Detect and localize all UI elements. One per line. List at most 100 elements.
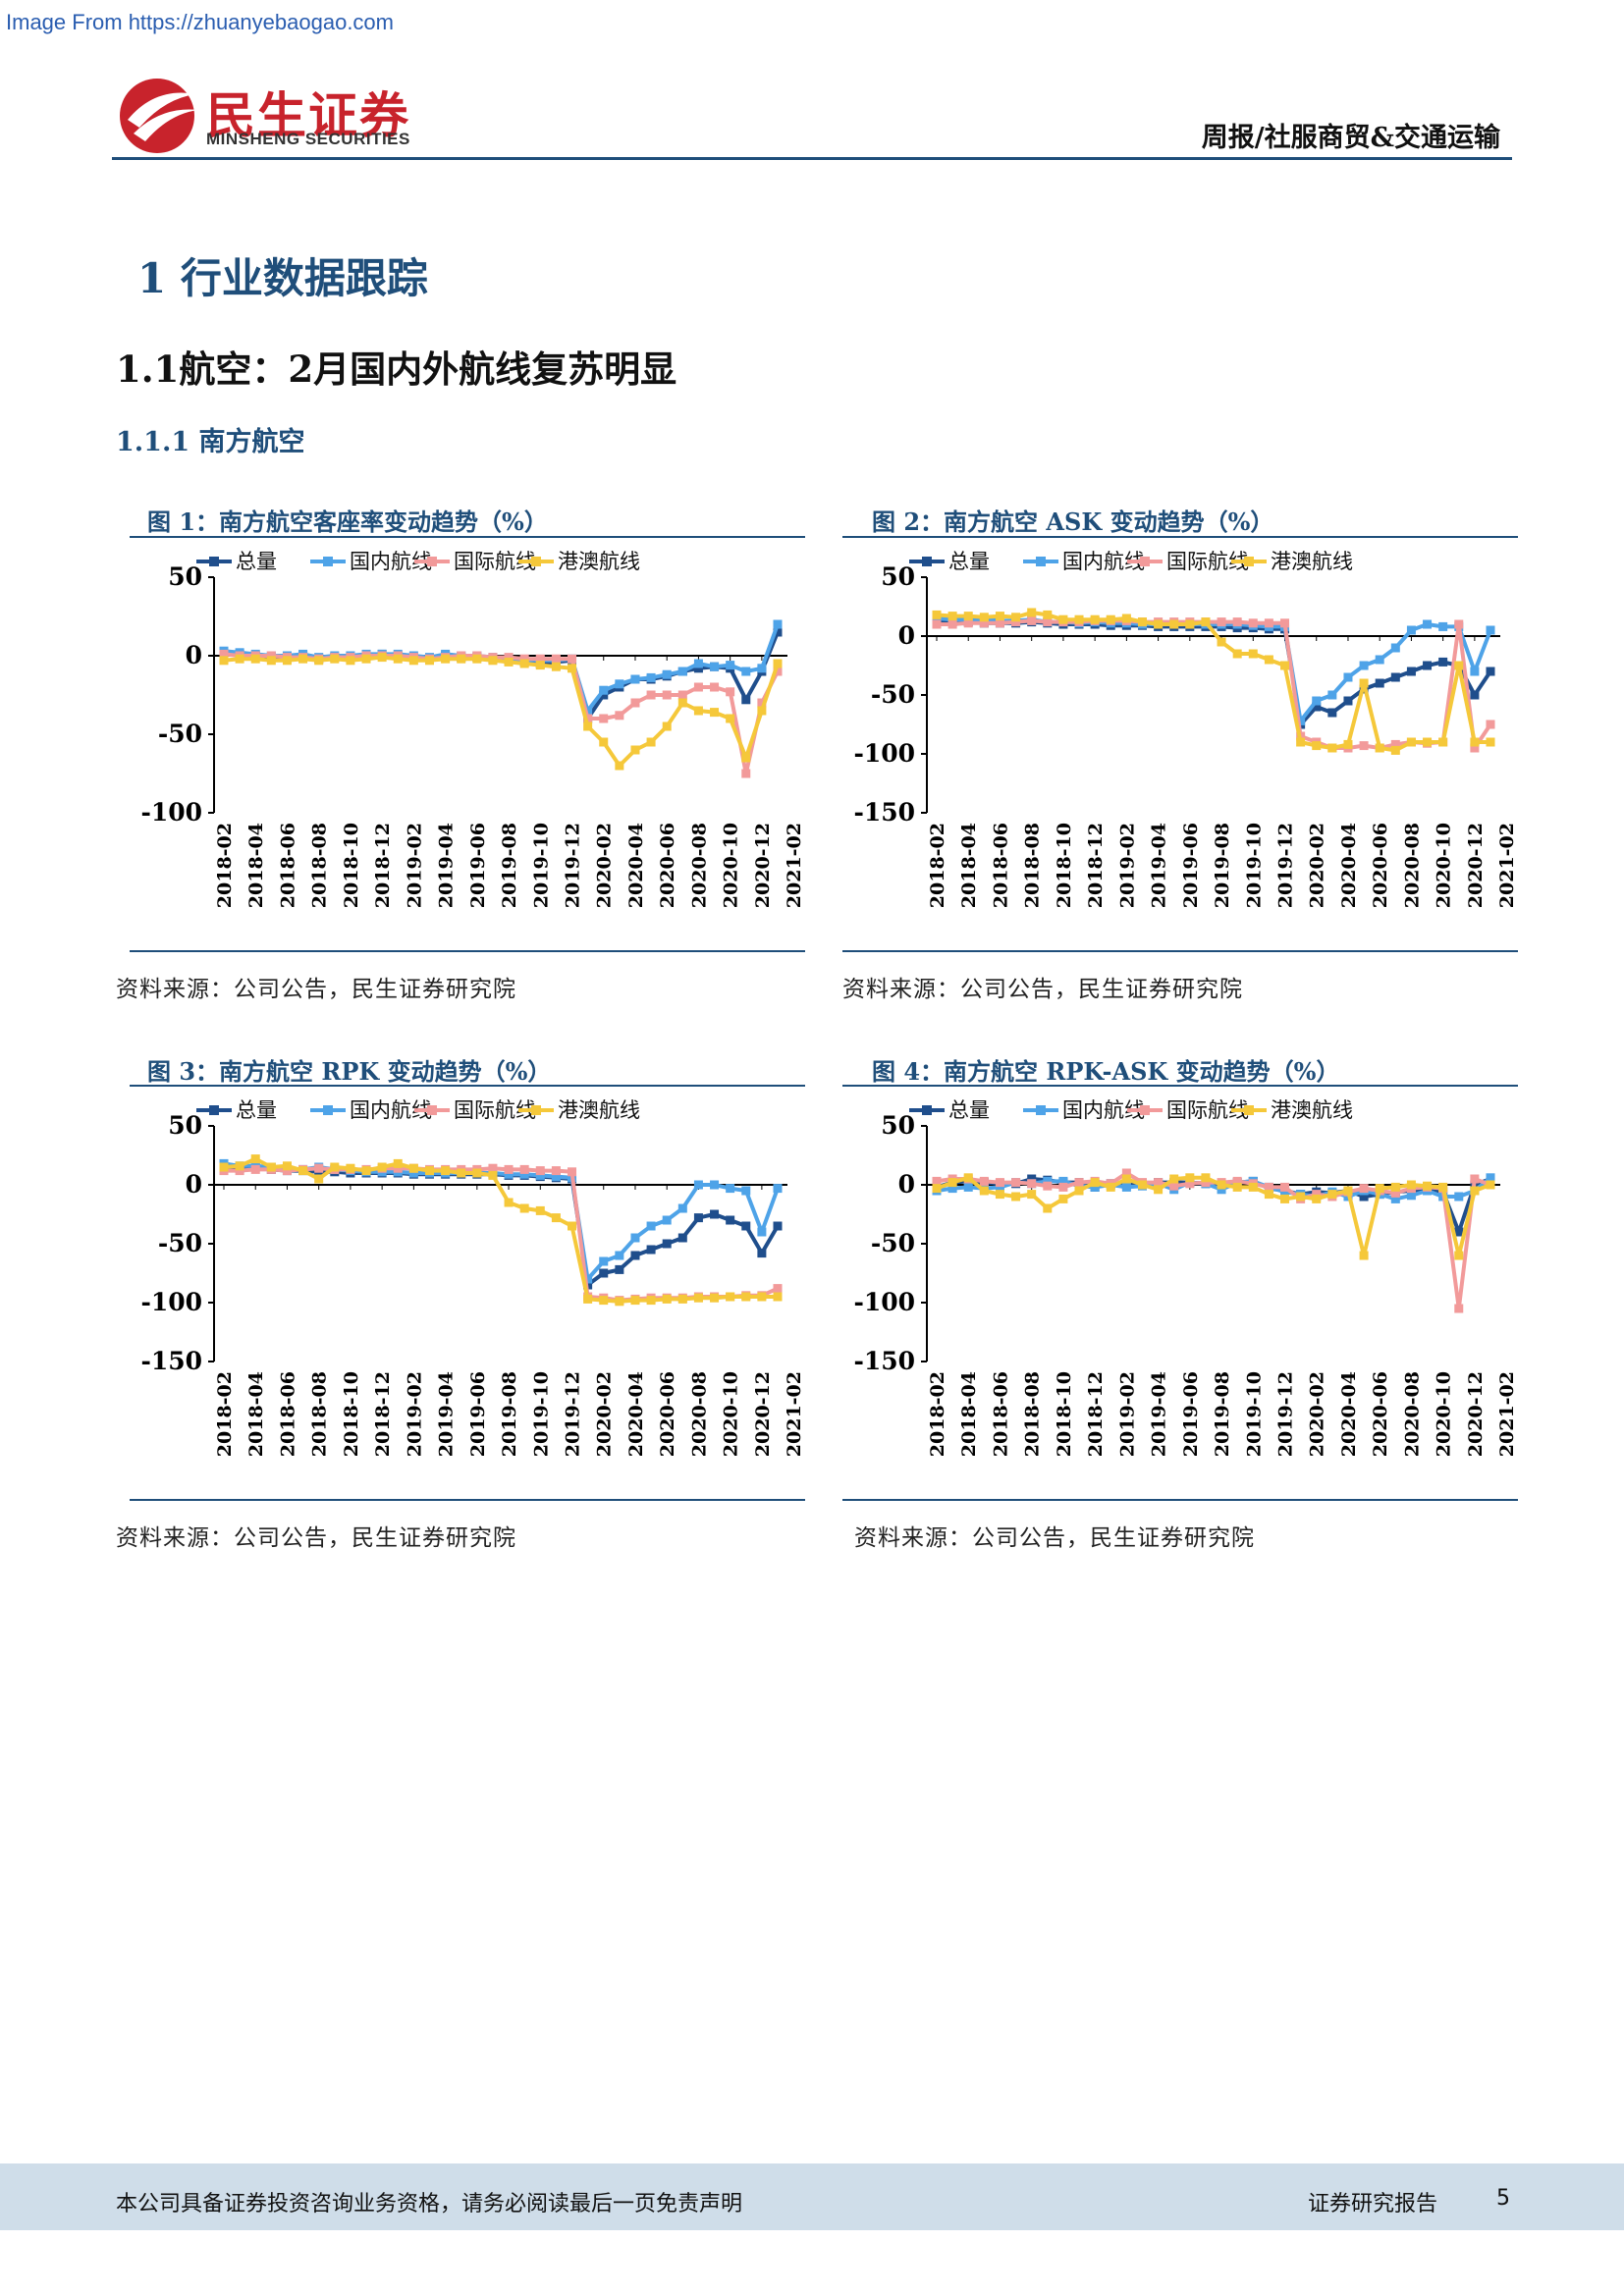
series-2 xyxy=(932,1168,1495,1313)
data-point xyxy=(519,1164,529,1174)
data-point xyxy=(1264,655,1273,665)
data-point xyxy=(1423,619,1433,629)
data-point xyxy=(408,1163,418,1173)
data-point xyxy=(314,1163,324,1173)
x-tick-label-6: 2019-02 xyxy=(404,1371,425,1457)
x-tick-label-12: 2020-02 xyxy=(594,823,616,908)
data-point xyxy=(1137,617,1147,627)
data-point xyxy=(1185,619,1195,629)
y-tick-label-4: -150 xyxy=(140,1347,202,1375)
data-point xyxy=(551,1213,561,1223)
series-1 xyxy=(219,619,783,716)
data-point xyxy=(947,619,957,629)
data-point xyxy=(1438,621,1448,631)
data-point xyxy=(710,1209,720,1219)
legend: 总量 国内航线 国际航线 港澳航线 xyxy=(196,550,640,573)
data-point xyxy=(504,1164,514,1174)
data-point xyxy=(583,706,593,716)
x-tick-label-1: 2018-04 xyxy=(958,823,980,908)
data-point xyxy=(1217,1180,1226,1190)
footer-page-number: 5 xyxy=(1496,2186,1510,2211)
data-point xyxy=(662,669,672,679)
data-point xyxy=(1359,741,1369,751)
data-point xyxy=(1296,1192,1306,1201)
x-tick-label-18: 2021-02 xyxy=(1496,823,1518,908)
data-point xyxy=(1280,661,1290,670)
data-point xyxy=(995,1182,1004,1192)
data-point xyxy=(1185,1179,1195,1189)
data-point xyxy=(1058,1182,1068,1192)
x-tick-label-15: 2020-08 xyxy=(1401,823,1423,908)
x-tick-label-11: 2019-12 xyxy=(1275,1371,1297,1457)
data-point xyxy=(1074,1186,1084,1196)
x-tick-label-17: 2020-12 xyxy=(752,823,774,908)
x-tick-label-15: 2020-08 xyxy=(688,823,710,908)
data-point xyxy=(441,654,451,664)
data-point xyxy=(1359,661,1369,670)
data-point xyxy=(1027,615,1037,625)
data-point xyxy=(393,1163,403,1173)
x-tick-label-9: 2019-08 xyxy=(499,1371,520,1457)
data-point xyxy=(932,1176,942,1186)
x-tick-label-18: 2021-02 xyxy=(1496,1371,1518,1457)
figure-1-source: 资料来源：公司公告，民生证券研究院 xyxy=(116,977,516,1002)
x-tick-label-14: 2020-06 xyxy=(1370,823,1391,908)
data-point xyxy=(1027,608,1037,617)
data-point xyxy=(424,656,434,666)
legend-marker-0 xyxy=(922,1105,932,1115)
x-tick-label-18: 2021-02 xyxy=(784,1371,805,1457)
data-point xyxy=(1154,619,1164,629)
x-tick-label-4: 2018-10 xyxy=(1054,1371,1075,1457)
figure-3-bottom-rule xyxy=(130,1499,805,1501)
data-point xyxy=(979,1176,989,1186)
y-tick-label-2: -50 xyxy=(871,1229,915,1257)
legend-marker-2 xyxy=(1140,557,1150,566)
data-point xyxy=(314,656,324,666)
figure-4-source: 资料来源：公司公告，民生证券研究院 xyxy=(854,1525,1255,1551)
data-point xyxy=(1343,1186,1353,1196)
data-point xyxy=(266,656,276,666)
data-point xyxy=(1423,737,1433,747)
x-tick-label-12: 2020-02 xyxy=(1307,823,1328,908)
data-point xyxy=(1486,625,1495,635)
data-point xyxy=(1454,1192,1464,1201)
data-point xyxy=(1027,1190,1037,1200)
data-point xyxy=(741,695,751,705)
data-point xyxy=(346,1163,355,1173)
data-point xyxy=(1454,619,1464,629)
data-point xyxy=(741,667,751,676)
data-point xyxy=(250,1164,260,1174)
data-point xyxy=(1406,737,1416,747)
series-3 xyxy=(932,608,1495,755)
section-heading-1: 1 行业数据跟踪 xyxy=(137,254,428,302)
data-point xyxy=(1137,1180,1147,1190)
data-point xyxy=(535,654,545,664)
x-tick-label-1: 2018-04 xyxy=(958,1371,980,1457)
x-tick-label-4: 2018-10 xyxy=(1054,823,1075,908)
header-category: 周报/社服商贸&交通运输 xyxy=(1201,123,1500,153)
data-point xyxy=(1327,1190,1337,1200)
x-tick-label-4: 2018-10 xyxy=(341,1371,362,1457)
data-point xyxy=(1280,1182,1290,1192)
data-point xyxy=(298,654,308,664)
data-point xyxy=(773,619,783,629)
y-tick-label-4: -150 xyxy=(853,798,915,827)
data-point xyxy=(377,1162,387,1172)
y-tick-label-0: 50 xyxy=(881,1111,915,1140)
legend-label-3: 港澳航线 xyxy=(1271,1098,1353,1122)
x-tick-label-10: 2019-10 xyxy=(1243,1371,1265,1457)
y-tick-label-3: -100 xyxy=(140,1288,202,1316)
data-point xyxy=(1343,696,1353,706)
data-point xyxy=(1375,655,1384,665)
data-point xyxy=(1375,678,1384,688)
data-point xyxy=(757,1227,767,1237)
data-point xyxy=(693,659,703,668)
data-point xyxy=(535,1170,545,1180)
data-point xyxy=(535,661,545,670)
data-point xyxy=(1232,1182,1242,1192)
series-line-3 xyxy=(223,1156,778,1304)
data-point xyxy=(1217,617,1226,627)
y-tick-label-0: 50 xyxy=(168,1111,202,1140)
data-point xyxy=(630,1251,640,1260)
data-point xyxy=(1454,1251,1464,1260)
